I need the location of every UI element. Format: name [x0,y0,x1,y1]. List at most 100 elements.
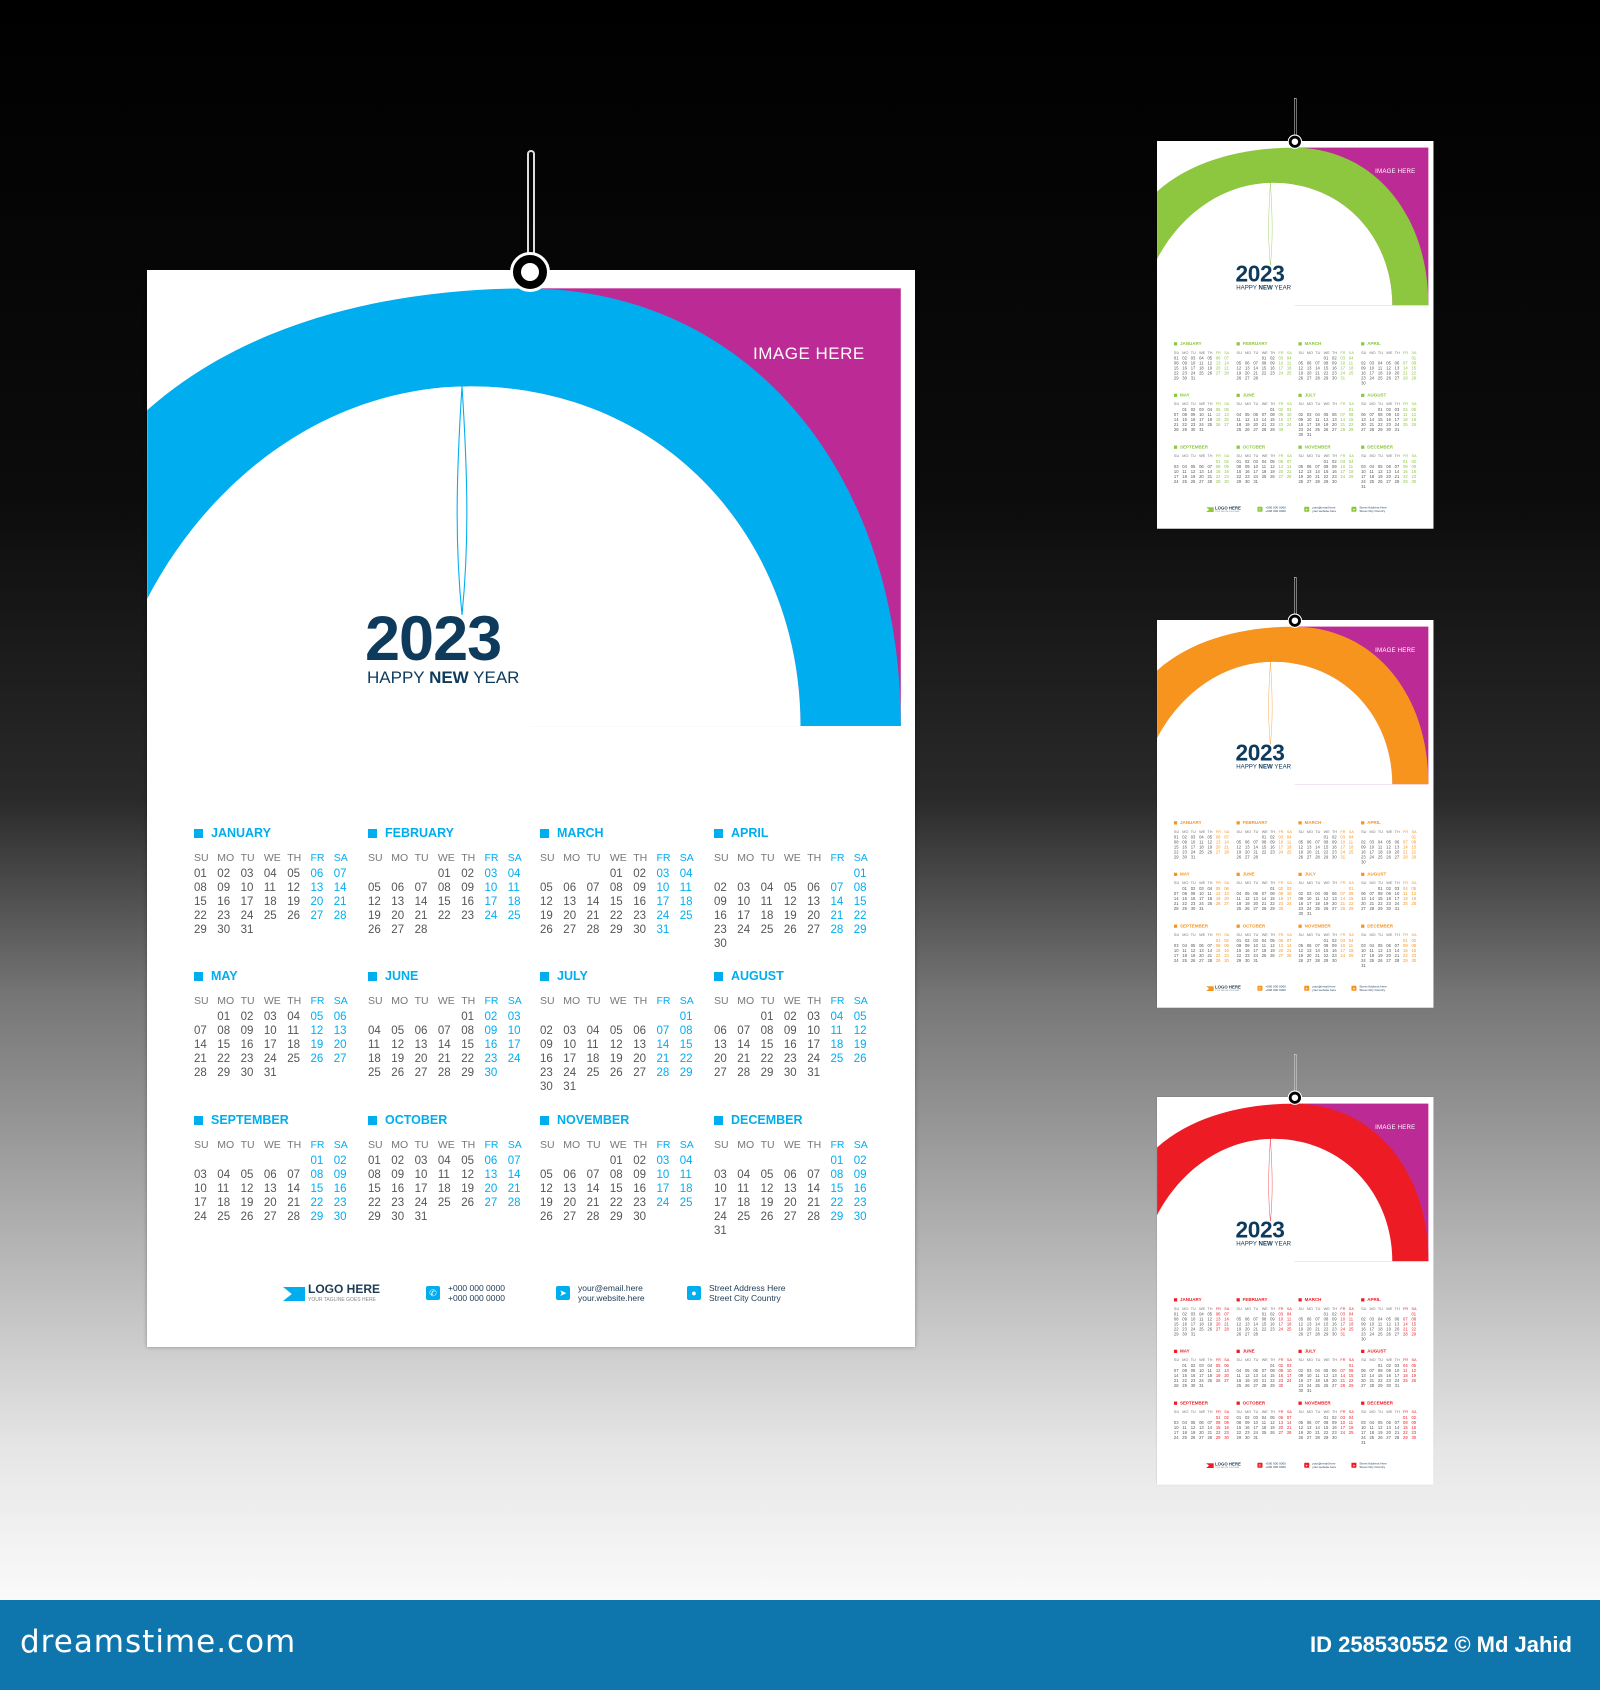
day-cell: 29 [1215,1435,1221,1441]
day-grid: SU MO TU WE TH FR SA 01 02 03 04 05 06 07 08 09 10 11 12 13… [1361,1358,1422,1389]
day-cell: 01 [1411,835,1417,840]
day-cell: 11 [1315,1373,1320,1379]
day-cell: 31 [1253,958,1258,964]
day-cell: 29 [1323,855,1329,860]
weekday-header: TU [1315,350,1321,355]
year-title: 2023 [1235,261,1285,287]
day-cell: 21 [1315,1430,1320,1436]
day-cell: 04 [679,1155,693,1167]
day-cell: 17 [737,910,751,922]
day-cell: 29 [1323,1435,1329,1441]
square-icon [368,971,377,981]
weekday-header: MO [1306,932,1313,938]
day-cell: 29 [1173,1332,1179,1337]
day-cell: 28 [830,924,844,936]
day-cell: 21 [1224,1322,1229,1327]
arc-inner [1157,182,1393,306]
day-cell: 20 [263,1197,277,1209]
weekday-header: SU [368,852,383,864]
day-cell: 09 [1190,891,1196,897]
day-cell: 29 [1403,479,1408,485]
day-cell: 24 [656,1197,670,1209]
day-cell: 11 [1182,1425,1187,1430]
day-cell: 21 [830,910,844,922]
day-cell: 07 [1315,840,1320,845]
day-cell: 07 [1207,1420,1213,1425]
day-cell: 09 [1386,891,1391,897]
square-icon [1361,445,1365,449]
day-cell: 28 [1315,479,1320,485]
day-cell: 13 [1332,417,1337,423]
weekday-header: FR [1215,402,1221,407]
weekday-header: SU [1236,932,1242,938]
day-cell: 15 [1215,948,1221,953]
day-cell: 01 [1348,886,1354,892]
day-cell: 26 [1236,1332,1242,1337]
weekday-header: FR [1215,1306,1221,1311]
day-cell: 17 [1190,366,1196,371]
weekday-header: FR [1340,1306,1346,1311]
month-name: DECEMBER [731,1113,803,1127]
day-cell: 21 [1315,1327,1320,1332]
day-cell: 27 [1306,479,1312,485]
greeting-post: YEAR [468,668,520,687]
day-cell: 03 [1286,407,1292,413]
day-cell: 23 [1270,371,1275,376]
day-cell: 14 [586,896,600,908]
day-cell: 13 [1253,1373,1258,1379]
day-cell: 03 [714,1169,727,1181]
day-cell: 19 [1411,1373,1417,1379]
month-name: AUGUST [1367,1348,1387,1354]
day-cell: 08 [1323,464,1329,469]
day-cell: 16 [1278,417,1284,423]
day-cell: 24 [1286,901,1292,907]
day-cell: 19 [1244,422,1250,428]
day-cell: 10 [1369,845,1375,850]
day-cell: 08 [853,882,867,894]
weekday-header: FR [1403,350,1409,355]
weekday-header: TU [1190,932,1196,938]
weekday-header: MO [391,1139,409,1151]
day-cell: 13 [484,1169,498,1181]
day-cell: 08 [1215,1420,1221,1425]
day-cell: 08 [1403,464,1408,469]
day-cell: 13 [263,1183,277,1195]
day-cell: 29 [1182,427,1187,433]
day-cell: 30 [1182,1332,1187,1337]
day-cell: 30 [853,1211,867,1223]
weekday-header: SA [507,995,522,1007]
day-cell: 17 [1369,1327,1375,1332]
weekday-header: SA [1224,402,1230,407]
weekday-header: SA [1224,1409,1230,1415]
day-cell: 10 [563,1039,577,1051]
day-cell: 11 [760,896,773,908]
day-cell: 04 [1261,1415,1267,1420]
send-icon: ➤ [1304,985,1310,991]
day-cell: 06 [1199,1420,1204,1425]
day-cell: 23 [1224,953,1229,959]
day-cell: 04 [1377,840,1383,845]
logo-tagline: YOUR TAGLINE GOES HERE [1214,510,1240,513]
day-cell: 01 [1261,1312,1267,1317]
day-cell: 07 [1403,840,1408,845]
weekday-header: WE [437,1139,455,1151]
day-cell: 07 [1286,459,1292,464]
month-title: MAY [1173,1348,1235,1354]
day-cell: 30 [1244,1435,1250,1441]
square-icon [1173,445,1178,449]
day-cell: 27 [563,924,577,936]
day-cell: 10 [1306,417,1312,423]
day-cell: 11 [217,1183,230,1195]
empty-cell [368,1010,391,1024]
day-cell: 25 [1369,1435,1375,1441]
day-cell: 13 [1386,948,1391,953]
day-cell: 03 [1286,886,1292,892]
day-cell: 01 [1323,459,1329,464]
day-cell: 02 [633,868,646,880]
weekday-header: TH [1207,1358,1213,1363]
day-cell: 17 [1199,896,1204,902]
day-cell: 07 [1207,464,1213,469]
day-cell: 02 [391,1155,405,1167]
weekday-header: TU [586,995,601,1007]
day-cell: 26 [1215,1378,1221,1384]
